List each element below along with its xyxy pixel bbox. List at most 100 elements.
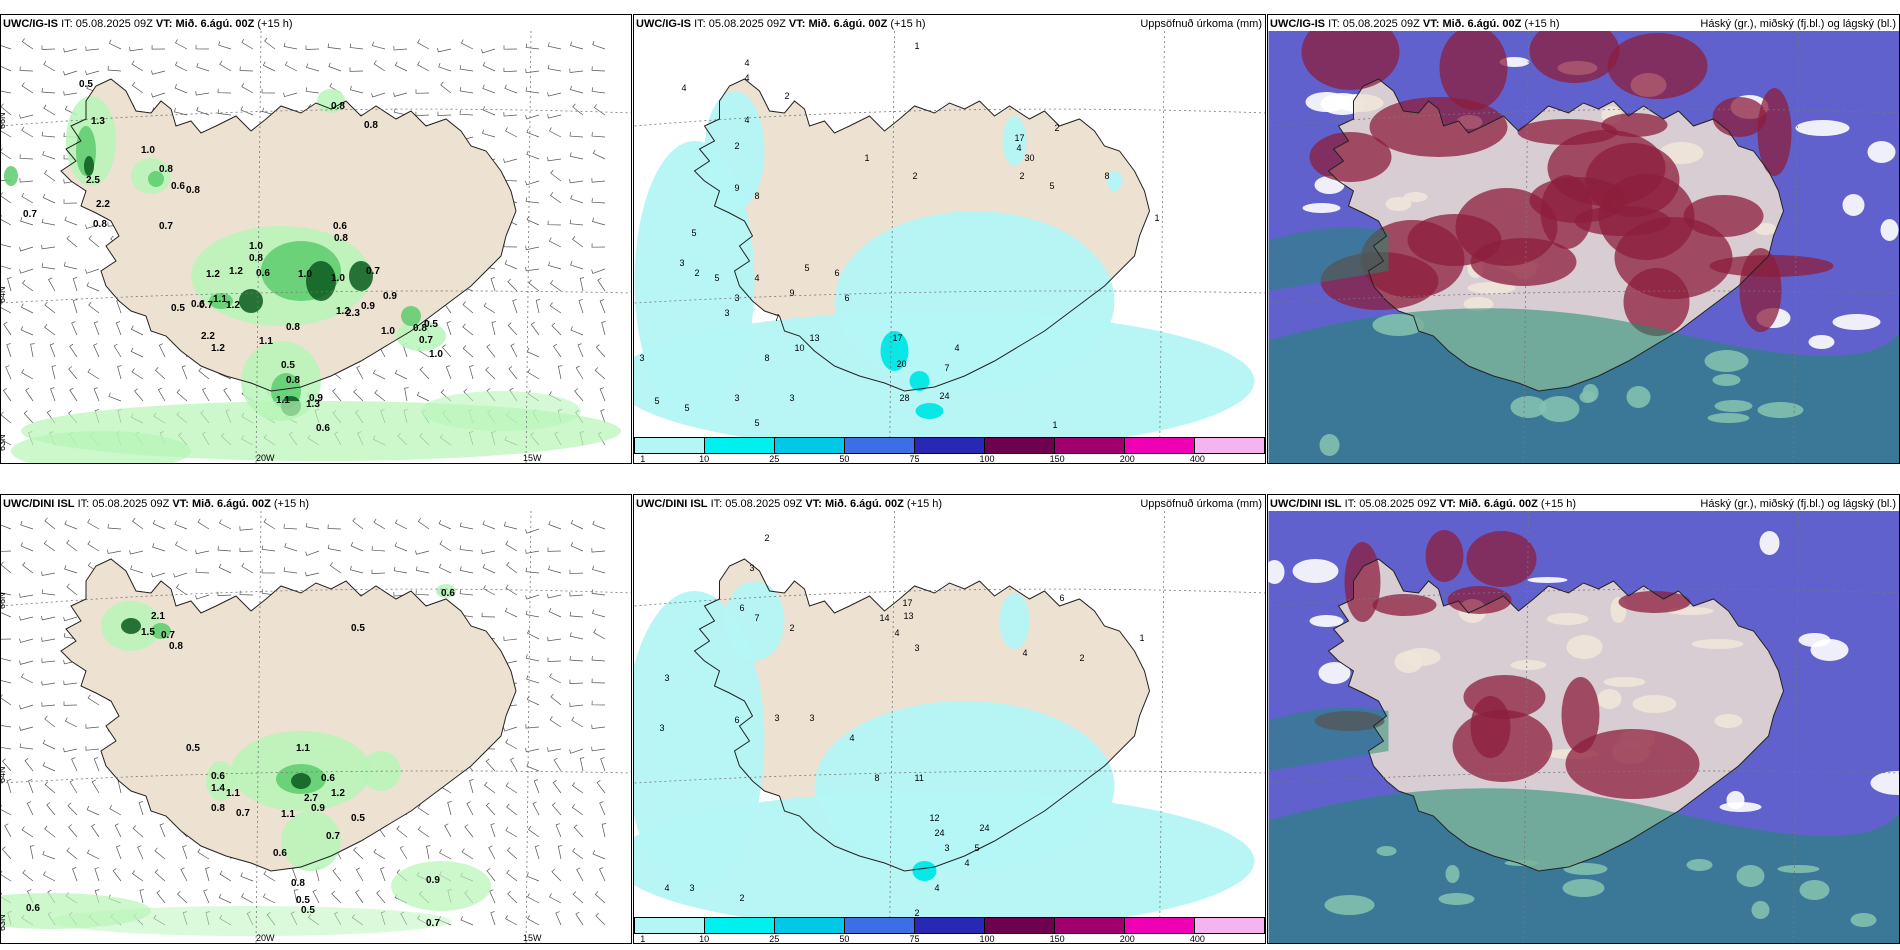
wind-barb	[571, 803, 584, 816]
wind-barb	[19, 638, 34, 643]
wind-barb	[526, 215, 540, 226]
wind-barb	[547, 636, 562, 642]
wind-barb	[576, 867, 584, 882]
longitude-line	[255, 511, 262, 943]
wind-barb	[526, 762, 540, 772]
wind-barb	[219, 870, 232, 882]
valid-time: Mið. 6.ágú. 00Z	[191, 498, 271, 510]
wind-barb	[42, 850, 56, 860]
wind-barb	[577, 343, 584, 358]
valid-time: Mið. 6.ágú. 00Z	[175, 18, 255, 30]
wind-barb	[112, 868, 122, 882]
wind-barb	[20, 326, 34, 336]
wind-barb	[71, 757, 78, 772]
precip-value: 0.8	[93, 219, 107, 230]
init-time: 05.08.2025 09Z	[708, 18, 786, 30]
wind-barb	[488, 845, 496, 860]
wind-barb	[131, 368, 144, 380]
wind-barb	[353, 846, 364, 860]
wind-barb	[547, 156, 562, 162]
colorbar-label: 150	[1049, 454, 1065, 464]
wind-barb	[599, 387, 606, 402]
wind-barb	[525, 114, 540, 120]
wind-barb	[66, 235, 78, 248]
precip-value: 1.2	[206, 269, 220, 280]
colorbar-label: 200	[1119, 454, 1135, 464]
precip-value: 0.7	[366, 266, 380, 277]
wind-barb	[557, 845, 563, 860]
accum-value: 4	[955, 343, 960, 353]
colorbar-label: 50	[839, 454, 850, 464]
wind-barb	[591, 724, 606, 729]
wind-barb	[573, 824, 584, 838]
wind-barb	[114, 823, 122, 838]
wind-barb	[572, 235, 584, 248]
cloud-cover-map[interactable]	[1268, 31, 1900, 464]
colorbar-cell	[985, 918, 1055, 933]
precip-value: 0.5	[351, 623, 365, 634]
iceland-coastline	[60, 558, 517, 872]
accum-value: 3	[775, 713, 780, 723]
wind-barb	[597, 277, 606, 292]
wind-barb	[305, 522, 320, 530]
wind-barb	[569, 611, 584, 618]
wind-barb	[1, 62, 12, 72]
wind-barb	[482, 106, 496, 116]
wind-barb	[553, 343, 562, 358]
wind-barb	[599, 867, 606, 882]
precip-value: 1.5	[141, 627, 155, 638]
longitude-line	[255, 31, 262, 463]
high-cloud-area	[1561, 677, 1600, 753]
wind-barb	[293, 889, 299, 904]
accum-value: 2	[790, 623, 795, 633]
wind-barb	[64, 717, 78, 728]
wind-barb	[19, 66, 34, 72]
wind-barb	[505, 584, 518, 596]
lat-lon-grid	[1268, 511, 1899, 943]
wind-barb	[526, 150, 540, 160]
wind-barb	[592, 217, 606, 226]
panel-header: UWC/IG-IS IT: 05.08.2025 09Z VT: Mið. 6.…	[636, 18, 926, 30]
high-cloud-area	[1540, 175, 1593, 249]
clear-sky-patch	[1870, 771, 1899, 795]
accum-value: 2	[735, 141, 740, 151]
precip-area	[206, 761, 236, 801]
wind-barb	[394, 61, 408, 72]
lead-time: (+15 h)	[257, 18, 293, 30]
wind-barb	[591, 655, 606, 662]
latitude-label: 66N	[1, 592, 7, 609]
wind-barb	[46, 802, 56, 816]
accum-area	[909, 371, 930, 391]
precip-value: 1.1	[276, 395, 290, 406]
wind-barb	[505, 826, 518, 838]
wind-barb	[217, 88, 232, 94]
cloud-cover-map[interactable]	[1268, 511, 1900, 944]
accum-value: 4	[682, 83, 687, 93]
panel-wind-precip-igis: UWC/IG-IS IT: 05.08.2025 09Z VT: Mið. 6.…	[0, 14, 632, 464]
wind-barb	[131, 870, 144, 882]
colorbar-cell	[635, 438, 705, 453]
wind-barb	[174, 520, 188, 530]
accum-value: 1	[1053, 420, 1058, 430]
lat-lon-grid	[634, 511, 1265, 919]
wind-barb	[417, 517, 430, 530]
it-label: IT:	[77, 498, 90, 510]
wind-barb	[41, 681, 56, 686]
wind-barb	[1, 680, 12, 684]
wind-barb	[469, 779, 474, 794]
colorbar-label: 100	[979, 934, 995, 944]
wind-barb	[239, 66, 254, 72]
accum-value: 4	[935, 883, 940, 893]
wind-barb	[437, 111, 452, 116]
wind-barb	[490, 911, 496, 926]
wind-barb	[481, 48, 496, 54]
wind-barb	[42, 193, 56, 204]
wind-barb	[484, 781, 496, 794]
wind-barb	[21, 826, 34, 838]
wind-barb	[491, 321, 496, 336]
wind-barb	[182, 845, 188, 860]
